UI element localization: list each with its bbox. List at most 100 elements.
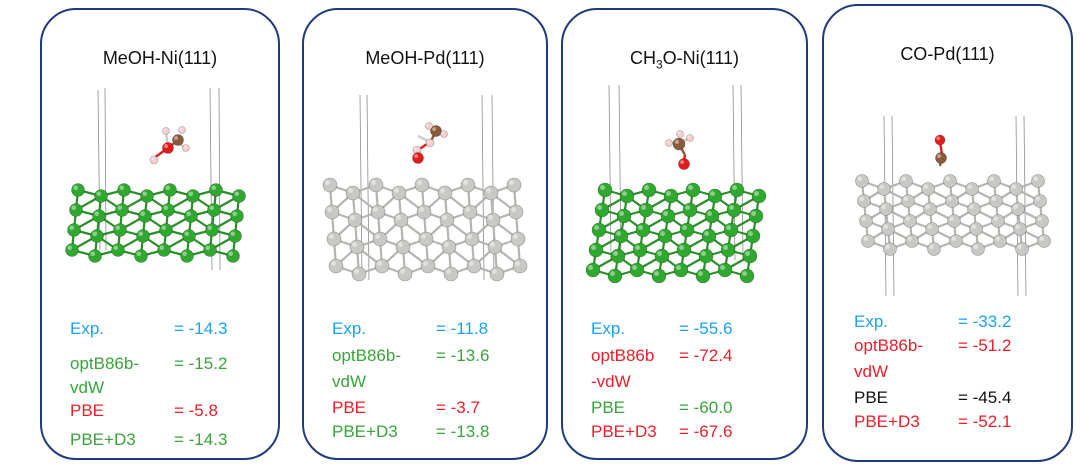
carbon-atom-highlight [174, 136, 178, 140]
metal-atom [682, 202, 698, 218]
metal-atom [1011, 202, 1025, 216]
metal-atom-highlight [159, 245, 164, 251]
metal-atom [673, 262, 689, 278]
metal-atom-highlight [720, 265, 725, 270]
method-label: Exp. [591, 319, 626, 338]
metal-atom [182, 229, 196, 243]
metal-atom [632, 242, 648, 258]
metal-atom [903, 214, 917, 228]
metal-atom-highlight [666, 191, 671, 196]
method-label-cont: -vdW [591, 372, 631, 391]
metal-atom-highlight [331, 261, 336, 266]
metal-atom-highlight [375, 234, 380, 239]
method-label-cont: vdW [332, 372, 366, 391]
oxygen-atom-highlight [164, 144, 168, 148]
metal-atom [510, 231, 526, 247]
metal-atom [588, 242, 604, 258]
metal-atom-highlight [352, 242, 357, 247]
method-label: PBE+D3 [70, 430, 136, 449]
metal-atom-highlight [509, 180, 514, 185]
metal-atom [441, 239, 457, 255]
metal-atom [923, 202, 937, 216]
metal-atom-highlight [182, 251, 188, 256]
metal-atom [163, 183, 177, 197]
metal-atom [483, 185, 499, 201]
oxygen-atom-highlight [680, 160, 684, 164]
cell-edge [481, 94, 485, 281]
metal-atom-highlight [881, 204, 886, 210]
energy-value: = -13.6 [436, 346, 490, 365]
metal-atom-highlight [94, 211, 99, 217]
metal-atom-highlight [1037, 216, 1042, 222]
metal-atom-highlight [1039, 236, 1044, 242]
method-label-cont: vdW [854, 362, 888, 381]
metal-atom [351, 266, 367, 282]
metal-atom-highlight [488, 215, 493, 220]
metal-atom-highlight [682, 225, 687, 230]
metal-atom [90, 229, 104, 243]
metal-atom-highlight [1035, 196, 1040, 202]
metal-atom [1009, 182, 1023, 196]
metal-atom [616, 208, 632, 224]
metal-atom-highlight [442, 215, 447, 220]
metal-atom-highlight [641, 205, 646, 210]
metal-atom-highlight [929, 244, 934, 250]
method-label: Exp. [70, 319, 105, 338]
metal-atom-highlight [726, 225, 731, 230]
metal-atom-highlight [207, 225, 213, 231]
metal-atom [925, 222, 939, 236]
metal-atom-highlight [69, 225, 74, 231]
metal-atom-highlight [396, 215, 401, 220]
metal-atom-highlight [92, 231, 97, 237]
metal-atom [638, 202, 654, 218]
structure-co-pd [855, 115, 1051, 296]
metal-atom [71, 183, 85, 197]
metal-atom-highlight [465, 207, 470, 212]
metal-atom [993, 234, 1007, 248]
metal-atom-highlight [588, 265, 593, 270]
energy-value: = -15.2 [174, 354, 228, 373]
metal-atom-highlight [732, 185, 737, 190]
metal-atom [969, 222, 983, 236]
metal-atom [857, 194, 871, 208]
metal-atom [443, 266, 459, 282]
metal-atom-highlight [417, 180, 422, 185]
metal-atom [748, 208, 764, 224]
method-label: Exp. [332, 319, 367, 338]
carbon-atom [430, 125, 442, 137]
metal-atom-highlight [723, 245, 728, 250]
metal-atom [1031, 174, 1045, 188]
metal-atom-highlight [463, 180, 468, 185]
carbon-atom [172, 134, 184, 146]
metal-atom-highlight [907, 236, 912, 242]
energy-value: = -67.6 [679, 422, 733, 441]
metal-atom [489, 266, 505, 282]
cell-edge [218, 87, 221, 271]
metal-atom [879, 202, 893, 216]
hydrogen-atom-highlight [666, 140, 669, 143]
metal-atom-highlight [394, 188, 399, 193]
metal-atom [585, 262, 601, 278]
method-label: PBE+D3 [591, 422, 657, 441]
metal-atom [94, 189, 108, 203]
metal-atom [368, 177, 384, 193]
metal-atom [92, 209, 106, 223]
cell-edge [104, 87, 107, 251]
metal-atom-highlight [638, 225, 643, 230]
metal-atom-highlight [616, 231, 621, 236]
hydrogen-atom [425, 138, 435, 148]
metal-atom-highlight [857, 176, 862, 182]
metal-atom-highlight [423, 261, 428, 266]
metal-atom-highlight [188, 191, 194, 197]
metal-atom [701, 228, 717, 244]
oxygen-atom [162, 142, 174, 154]
metal-atom [635, 222, 651, 238]
metal-atom-highlight [883, 224, 888, 230]
metal-atom-highlight [377, 261, 382, 266]
oxygen-atom [678, 158, 690, 170]
energy-value: = -11.8 [436, 319, 489, 338]
panel-ch3o-ni: CH3O-Ni(111) Exp. = -55.6 optB86b -vdW =… [561, 8, 808, 460]
metal-atom-highlight [885, 244, 890, 250]
hydrogen-atom-highlight [427, 140, 430, 144]
metal-atom-highlight [511, 207, 516, 212]
